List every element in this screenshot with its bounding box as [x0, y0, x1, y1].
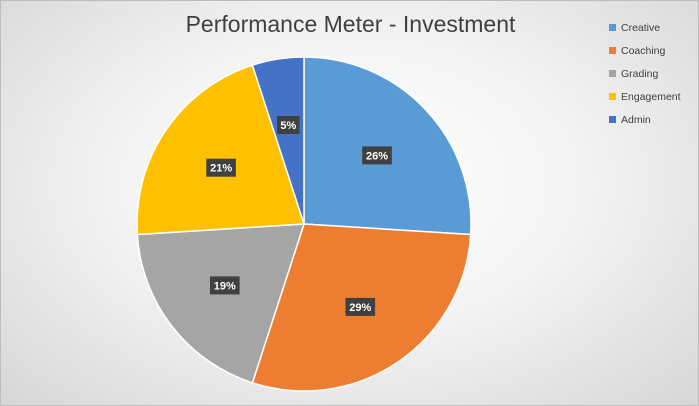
data-label-box: [210, 276, 240, 295]
legend: Creative Coaching Grading Engagement Admin: [609, 16, 681, 131]
data-label-box: [277, 116, 300, 134]
data-label-text: 5%: [280, 120, 296, 132]
data-label-grading: 19%: [210, 276, 240, 295]
legend-swatch: [609, 116, 616, 123]
legend-item-grading: Grading: [609, 62, 681, 85]
pie-slice-grading: [136, 223, 306, 384]
data-label-box: [345, 297, 376, 316]
data-label-text: 26%: [366, 150, 388, 162]
legend-swatch: [609, 70, 616, 77]
data-label-admin: 5%: [277, 116, 300, 134]
legend-swatch: [609, 24, 616, 31]
data-label-box: [206, 158, 236, 177]
legend-label: Engagement: [621, 90, 681, 103]
legend-swatch: [609, 47, 616, 54]
data-label-creative: 26%: [362, 146, 392, 165]
legend-label: Admin: [621, 113, 651, 126]
pie-slices: [136, 56, 472, 392]
legend-swatch: [609, 93, 616, 100]
data-label-text: 19%: [214, 280, 236, 292]
legend-label: Coaching: [621, 44, 666, 57]
legend-item-engagement: Engagement: [609, 85, 681, 108]
legend-item-admin: Admin: [609, 108, 681, 131]
data-label-text: 21%: [210, 163, 232, 175]
pie-slice-admin: [251, 56, 305, 225]
data-label-coaching: 29%: [345, 297, 376, 316]
chart-title: Performance Meter - Investment: [185, 11, 516, 37]
legend-label: Creative: [621, 21, 661, 34]
data-label-box: [362, 146, 392, 165]
legend-item-creative: Creative: [609, 16, 681, 39]
pie-slice-engagement: [136, 64, 306, 236]
legend-label: Grading: [621, 67, 659, 80]
pie-data-labels: 26% 29% 19% 21% 5%: [206, 116, 392, 316]
legend-item-coaching: Coaching: [609, 39, 681, 62]
data-label-engagement: 21%: [206, 158, 236, 177]
pie-slice-creative: [303, 56, 472, 236]
data-label-text: 29%: [349, 302, 371, 314]
